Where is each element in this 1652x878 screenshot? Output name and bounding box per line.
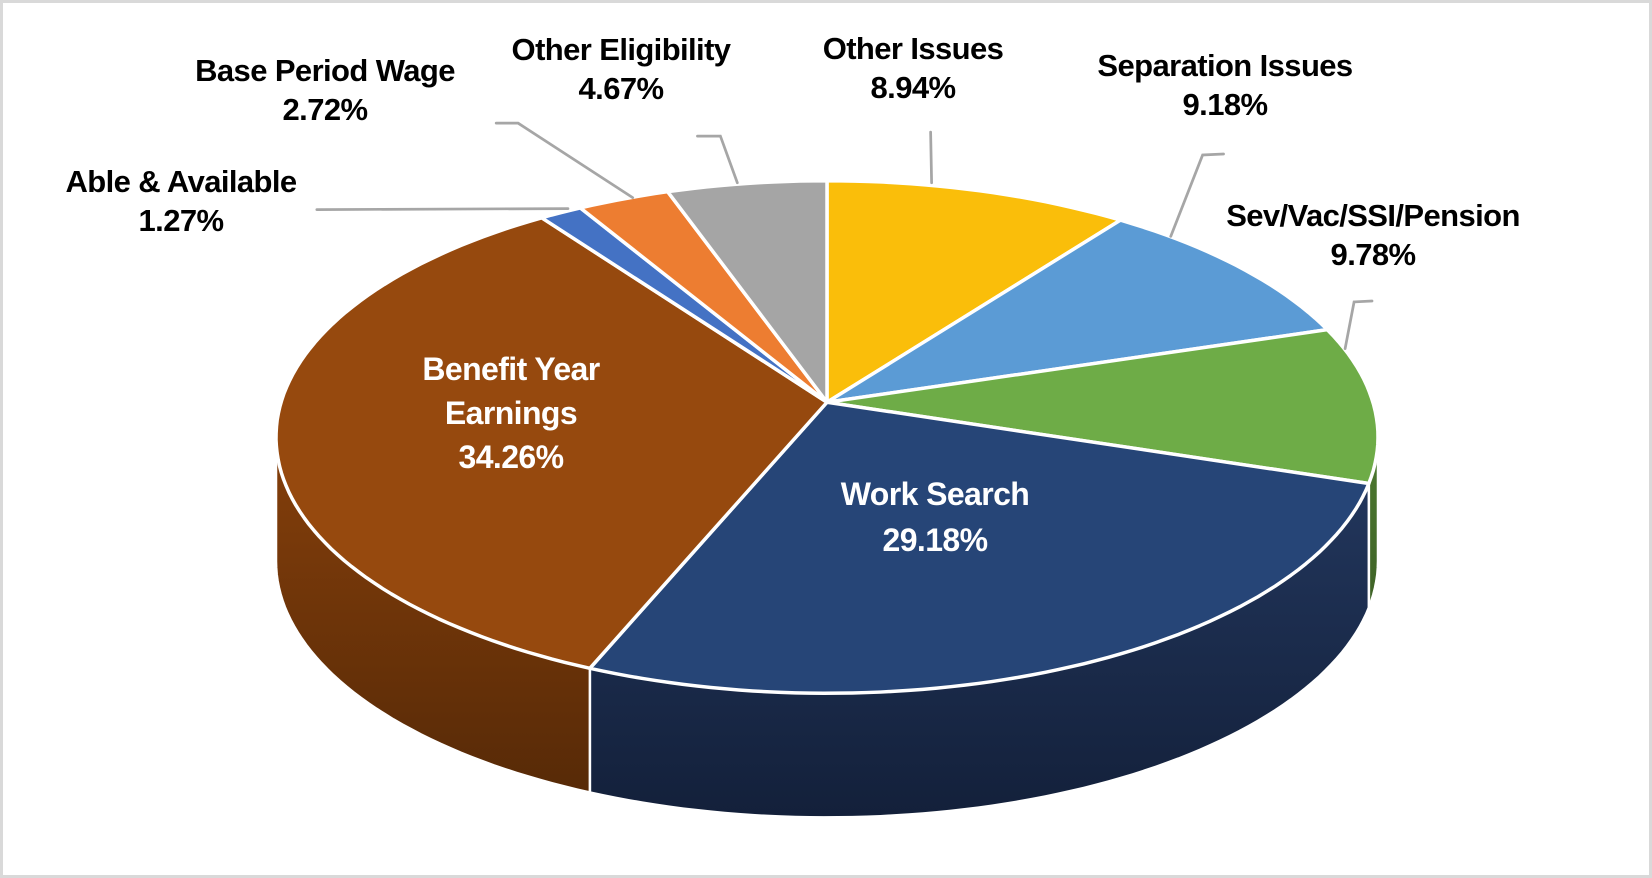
leader-line-separation-issues: [1169, 152, 1225, 238]
leader-line-other-issues: [929, 130, 933, 185]
pie-faces: [274, 179, 1380, 695]
leader-line-able-available: [315, 207, 570, 211]
pie-slice-base-period-wage: [578, 189, 829, 404]
leader-line-other-eligibility: [696, 134, 739, 185]
pie-slice-work-search: [588, 400, 1371, 695]
pie-slice-other-issues: [825, 179, 1123, 404]
pie-slice-benefit-year-earnings: [274, 216, 829, 671]
pie-slice-separation-issues: [825, 218, 1330, 404]
leader-lines: [315, 121, 1374, 350]
pie-3d-chart: [274, 121, 1380, 819]
pie-slice-other-eligibility: [665, 179, 829, 404]
leader-line-sev-vac-ssi-pension: [1343, 299, 1374, 350]
leader-line-base-period-wage: [494, 121, 635, 200]
